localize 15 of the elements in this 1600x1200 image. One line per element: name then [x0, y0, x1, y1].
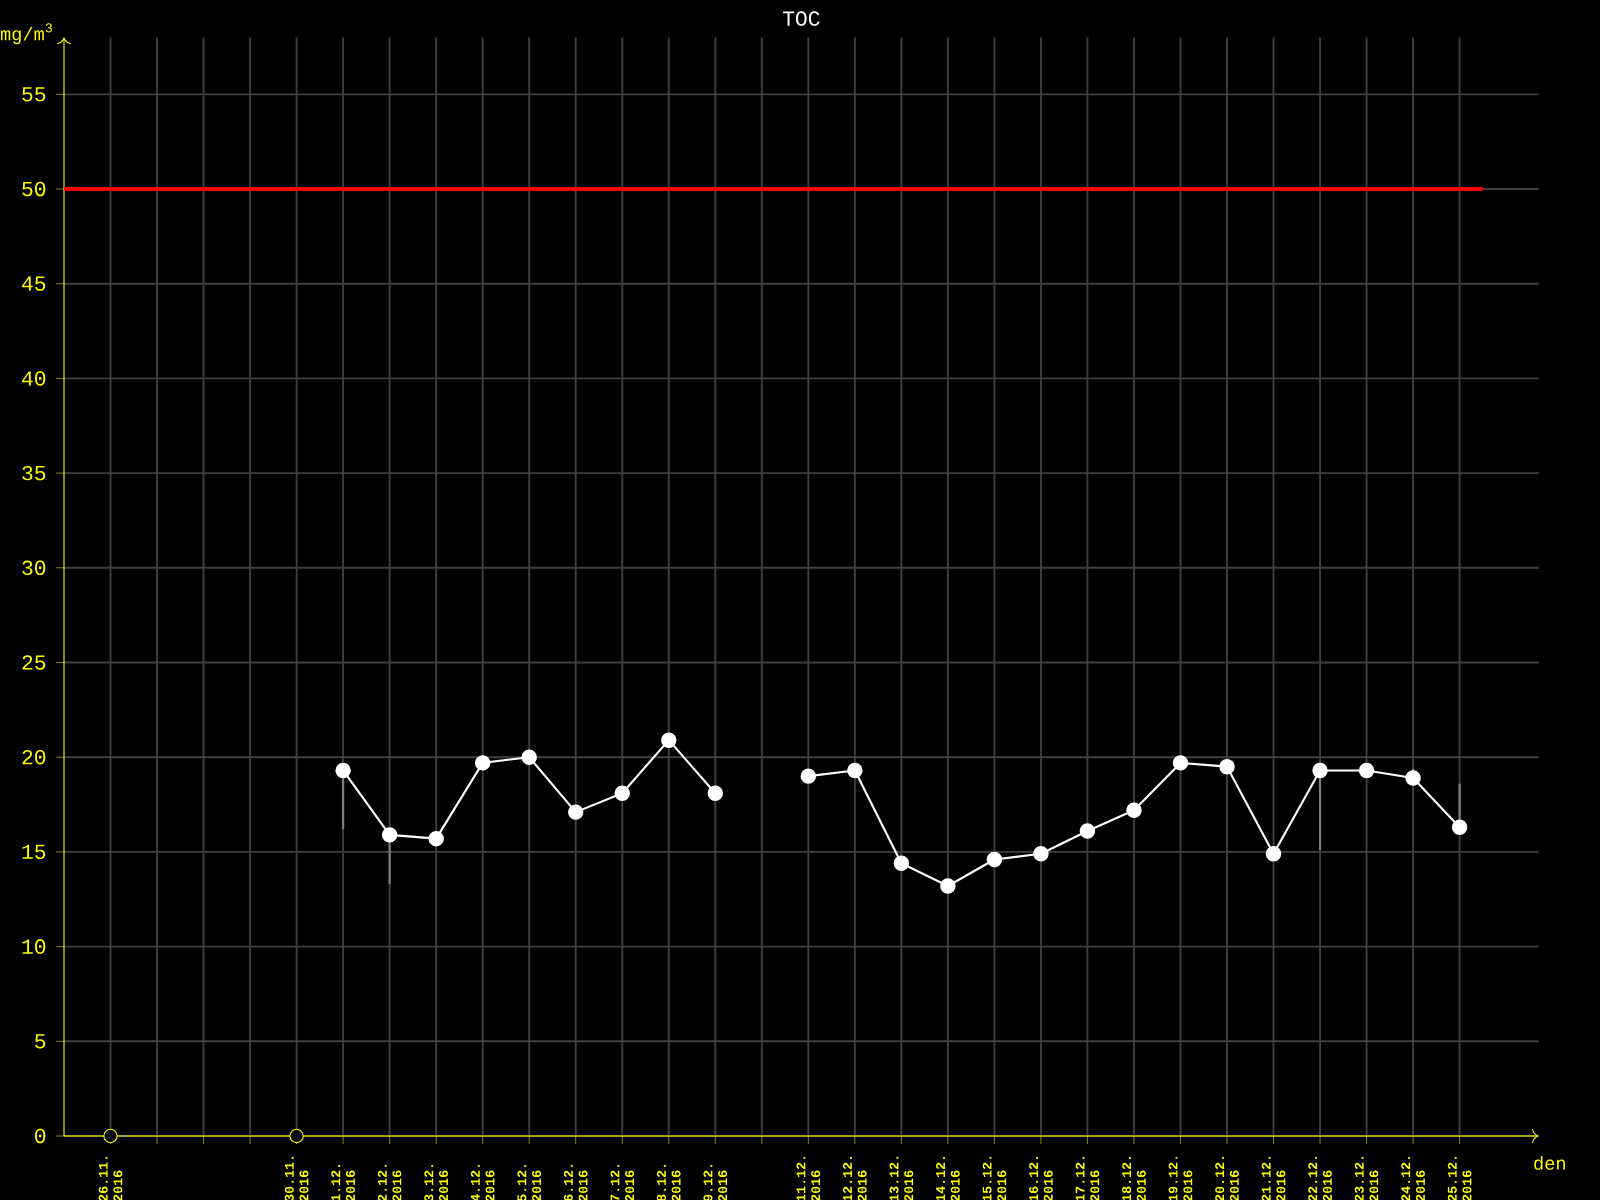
y-tick-label: 40 [22, 371, 46, 386]
y-tick-label: 50 [22, 181, 46, 197]
y-tick-label: 30 [22, 560, 46, 576]
y-tick-label: 15 [22, 844, 46, 860]
y-tick-label: 0 [35, 1128, 46, 1144]
x-axis-title: den [1534, 1156, 1565, 1170]
y-tick-label: 55 [22, 87, 46, 102]
y-tick-label: 35 [22, 465, 46, 481]
y-tick-label: 45 [22, 276, 46, 291]
y-tick-label: 5 [35, 1034, 46, 1049]
y-tick-label: 20 [22, 749, 46, 765]
chart-title: TOC [782, 11, 820, 26]
y-axis-title: mg/m$^{3}$ [0, 23, 52, 45]
y-tick-label: 25 [22, 655, 46, 670]
y-tick-label: 10 [22, 939, 46, 954]
